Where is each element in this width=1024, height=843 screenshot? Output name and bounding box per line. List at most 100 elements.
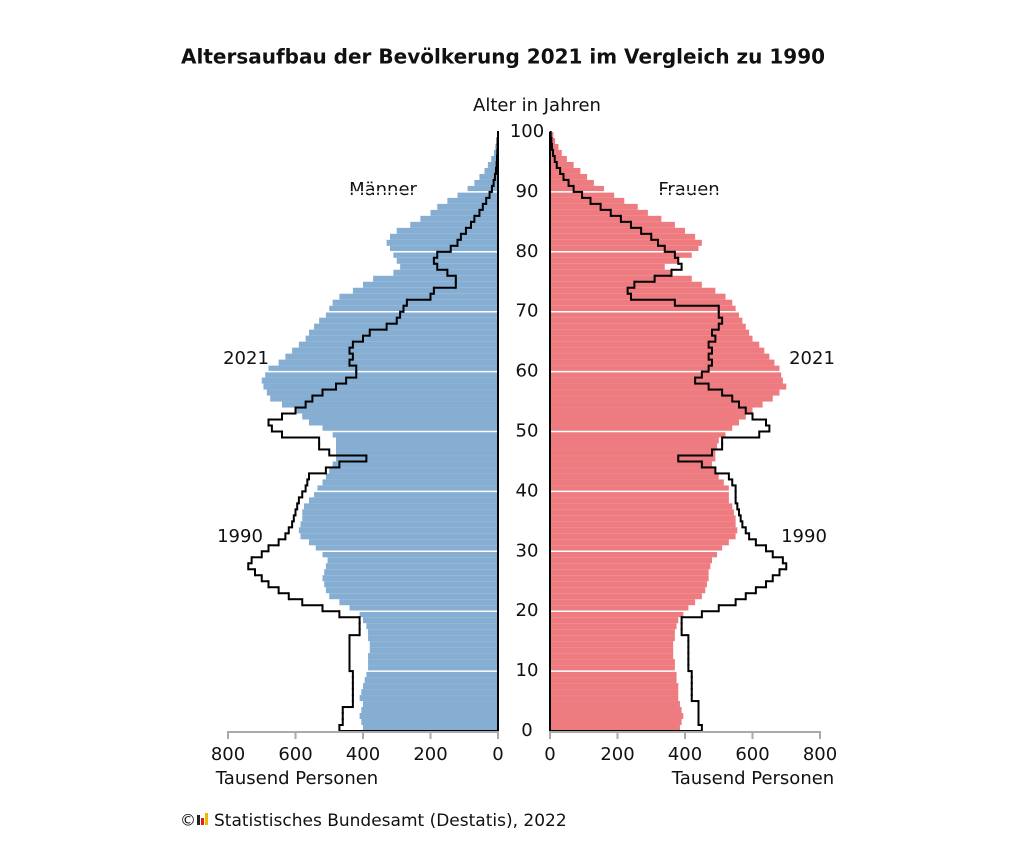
bar: [550, 617, 679, 624]
series-label: 1990: [217, 526, 263, 547]
bar: [361, 707, 498, 714]
bar: [373, 275, 498, 282]
bar: [550, 221, 675, 228]
y-tick-label: 90: [516, 181, 539, 202]
bar: [303, 503, 498, 510]
bar: [550, 233, 696, 240]
series-label: 1990: [781, 526, 827, 547]
bar: [550, 209, 648, 216]
series-label: 2021: [789, 348, 835, 369]
bar: [396, 227, 498, 234]
bar: [550, 347, 765, 354]
logo: [197, 813, 208, 825]
bar: [550, 437, 719, 444]
bar: [550, 365, 780, 372]
x-tick-label: 400: [668, 744, 702, 765]
bar: [325, 587, 498, 594]
bar: [550, 659, 675, 666]
bar: [400, 263, 498, 270]
bar: [550, 401, 763, 408]
bar: [390, 245, 498, 252]
x-axis-label: Tausend Personen: [215, 768, 378, 789]
bar: [550, 473, 719, 480]
bar: [550, 725, 680, 731]
bar: [309, 539, 498, 546]
bar: [550, 173, 588, 180]
bar: [550, 287, 716, 294]
y-tick-label: 100: [510, 121, 544, 142]
bar: [410, 221, 498, 228]
bar: [390, 233, 498, 240]
bar: [314, 491, 498, 498]
x-tick-label: 0: [492, 744, 503, 765]
bar: [550, 593, 702, 600]
bar: [437, 203, 498, 210]
bar: [386, 239, 498, 246]
bar: [550, 161, 574, 168]
bar: [550, 665, 675, 672]
bar: [550, 581, 707, 588]
bar: [363, 725, 498, 731]
bar: [369, 641, 498, 648]
bar: [474, 179, 498, 186]
bar: [315, 545, 498, 552]
bar: [282, 401, 498, 408]
y-tick-label: 60: [516, 361, 539, 382]
bar: [263, 383, 498, 390]
bar: [550, 461, 712, 468]
bar: [329, 305, 498, 312]
bar: [339, 293, 498, 300]
bar: [363, 617, 498, 624]
bar: [479, 173, 498, 180]
bar: [550, 599, 696, 606]
bar: [550, 491, 729, 498]
bar: [324, 581, 498, 588]
bar: [396, 257, 498, 264]
bar: [302, 413, 498, 420]
bar: [366, 671, 498, 678]
bar: [302, 515, 498, 522]
bar: [314, 323, 498, 330]
bar: [487, 161, 498, 168]
bar: [352, 287, 498, 294]
bar: [339, 599, 498, 606]
bar: [550, 341, 760, 348]
bar: [550, 443, 718, 450]
bar: [550, 251, 692, 258]
bar: [550, 545, 723, 552]
bar: [368, 653, 498, 660]
bar: [550, 179, 594, 186]
bar: [550, 653, 674, 660]
bar: [368, 629, 498, 636]
bar: [550, 149, 562, 156]
bar: [325, 311, 498, 318]
bar: [550, 587, 706, 594]
bar: [550, 695, 679, 702]
bar: [393, 251, 498, 258]
bar: [550, 353, 770, 360]
bar: [324, 569, 498, 576]
x-tick-label: 0: [544, 744, 555, 765]
bar: [368, 659, 498, 666]
bar: [309, 329, 498, 336]
bar: [309, 497, 498, 504]
bar: [261, 377, 498, 384]
bar: [550, 701, 680, 708]
bar: [550, 479, 724, 486]
bar: [317, 485, 498, 492]
bar: [550, 389, 780, 396]
series-label: 2021: [223, 348, 269, 369]
bar: [550, 557, 712, 564]
bar: [292, 347, 498, 354]
bar: [430, 209, 498, 216]
bar: [359, 713, 498, 720]
bar: [363, 701, 498, 708]
bar: [368, 665, 498, 672]
bar: [327, 557, 498, 564]
bar: [393, 269, 498, 276]
bar: [363, 281, 498, 288]
copyright: ©: [180, 811, 196, 830]
bar: [359, 695, 498, 702]
bar: [550, 413, 746, 420]
